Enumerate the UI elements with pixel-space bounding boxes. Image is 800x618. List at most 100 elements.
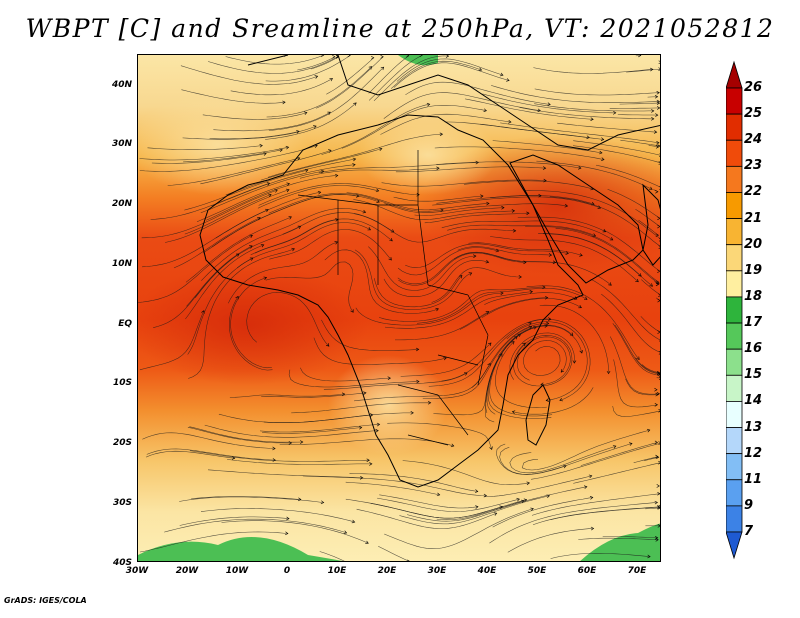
streamline	[395, 311, 489, 341]
streamline	[346, 192, 490, 211]
streamline	[142, 432, 276, 449]
streamline	[173, 217, 261, 269]
streamline-arrow	[475, 505, 479, 509]
streamline	[180, 65, 318, 85]
streamline-arrow	[658, 161, 660, 165]
cool-anomaly-sahara	[358, 115, 498, 195]
streamline-arrow	[655, 189, 659, 194]
streamline-arrow	[416, 379, 420, 384]
streamline	[383, 260, 489, 297]
streamline-arrow	[656, 91, 660, 95]
streamline-arrow	[572, 360, 577, 364]
streamline	[139, 146, 289, 161]
streamline-arrow	[545, 295, 549, 300]
streamline-arrow	[658, 60, 660, 64]
streamline-arrow	[320, 169, 325, 174]
streamline	[259, 424, 380, 433]
streamline	[499, 443, 633, 475]
colorbar-label: 20	[744, 236, 763, 252]
africa-coastline	[199, 114, 584, 488]
colorbar-label: 15	[744, 367, 763, 383]
streamline	[405, 81, 551, 105]
streamline	[424, 212, 530, 224]
streamline	[431, 267, 522, 303]
streamline	[185, 216, 292, 283]
streamline	[536, 160, 653, 190]
streamline-arrow	[426, 102, 431, 107]
streamline-arrow	[285, 145, 290, 150]
streamline-arrow	[578, 304, 582, 309]
lon-label-10w: 10W	[225, 566, 249, 576]
colorbar-box	[726, 296, 743, 324]
lat-label-20n: 20N	[111, 199, 132, 209]
streamline-arrow	[376, 422, 381, 427]
streamline-arrow	[654, 440, 658, 445]
streamline-arrow	[530, 507, 534, 512]
streamline	[613, 359, 658, 408]
streamline-arrow	[612, 445, 617, 449]
streamline	[496, 443, 567, 475]
colorbar-label: 14	[744, 393, 763, 409]
lat-label-10s: 10S	[112, 378, 132, 388]
streamline	[194, 226, 301, 298]
streamline	[229, 296, 273, 371]
lat-label-40n: 40N	[111, 80, 132, 90]
streamline-arrow	[268, 193, 272, 198]
streamline-arrow	[332, 55, 336, 59]
streamline-arrow	[516, 497, 520, 502]
streamline	[484, 292, 578, 305]
streamline-arrow	[478, 67, 483, 71]
colorbar-box	[726, 113, 743, 141]
streamline-arrow	[341, 392, 346, 397]
streamline	[147, 145, 263, 150]
streamline-arrow	[450, 443, 455, 448]
streamline-arrow	[649, 283, 653, 287]
streamline	[355, 292, 504, 326]
streamline	[447, 224, 596, 237]
streamline	[183, 149, 283, 163]
streamline-arrow	[545, 321, 550, 326]
streamline	[441, 318, 551, 382]
streamline	[395, 166, 546, 173]
streamline	[532, 506, 660, 525]
streamline	[573, 140, 660, 156]
streamline	[524, 190, 660, 239]
streamline	[311, 56, 339, 70]
streamline-arrow	[235, 253, 240, 257]
streamline-arrow	[474, 489, 479, 493]
streamline-arrow	[629, 442, 633, 446]
colorbar-box	[726, 270, 743, 298]
streamline	[323, 372, 468, 390]
streamline-arrow	[443, 356, 447, 361]
streamline-arrow	[380, 55, 384, 59]
streamline-arrow	[284, 531, 289, 536]
streamline	[648, 145, 659, 148]
streamline-arrow	[272, 458, 276, 462]
streamline-arrow	[529, 290, 533, 294]
streamline-arrow	[260, 244, 265, 248]
streamline	[580, 442, 658, 466]
lon-label-50e: 50E	[527, 566, 547, 576]
cool-anomaly-north-atlantic	[138, 95, 308, 195]
lat-label-eq: EQ	[118, 319, 132, 329]
streamline-arrow	[518, 275, 522, 279]
streamline	[345, 481, 440, 496]
streamline	[261, 427, 362, 434]
streamline-arrow	[548, 317, 552, 321]
streamline-arrow	[658, 245, 660, 249]
streamline	[179, 516, 290, 526]
streamline	[187, 257, 254, 355]
streamline	[495, 341, 547, 408]
streamline-arrow	[656, 280, 660, 285]
streamline	[341, 105, 487, 149]
streamline-arrow	[657, 372, 660, 376]
streamline-arrow	[565, 251, 569, 255]
colorbar-label: 16	[744, 341, 763, 357]
streamline	[208, 55, 339, 74]
colorbar-box	[726, 322, 743, 350]
streamline	[399, 495, 550, 525]
streamline-arrow	[375, 428, 379, 433]
streamline-arrow	[489, 446, 493, 450]
streamline-arrow	[352, 157, 357, 162]
streamline	[550, 553, 651, 559]
